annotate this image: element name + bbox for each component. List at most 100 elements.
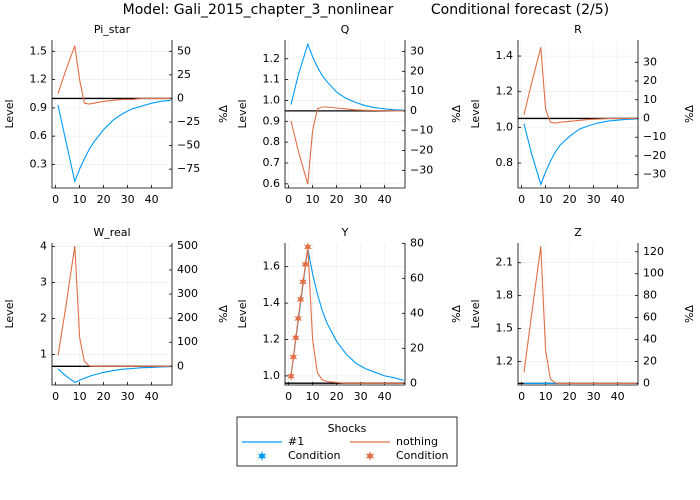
series-line — [523, 118, 637, 187]
y-tick-label: 1.2 — [496, 85, 514, 98]
panel-title: Pi_star — [94, 23, 131, 36]
y2-tick-label: −50 — [177, 139, 200, 152]
panel-title: Y — [341, 226, 349, 239]
y2-tick-label: 0 — [643, 111, 650, 124]
series-line — [290, 246, 404, 384]
panel-title: Z — [574, 226, 582, 239]
y2-tick-label: 60 — [643, 311, 657, 324]
series-line — [57, 45, 171, 105]
y-axis-label: Level — [3, 99, 16, 128]
y-tick-label: 1.2 — [263, 332, 281, 345]
y-tick-label: 1.4 — [263, 296, 281, 309]
y2-tick-label: 0 — [177, 91, 184, 104]
axis-frame — [284, 40, 406, 189]
y-axis-label: Level — [236, 99, 249, 128]
axis-frame — [517, 40, 639, 189]
y2-tick-label: 400 — [177, 263, 198, 276]
x-tick-label: 40 — [145, 193, 159, 206]
y2-tick-label: 80 — [643, 289, 657, 302]
x-tick-label: 20 — [330, 390, 344, 403]
y-tick-label: 2 — [40, 311, 47, 324]
y2-axis-label: %Δ — [450, 305, 463, 323]
x-tick-label: 30 — [354, 193, 368, 206]
y2-tick-label: 100 — [643, 267, 664, 280]
y-tick-label: 1.5 — [496, 322, 514, 335]
y-tick-label: 0.3 — [30, 157, 48, 170]
y2-axis-label: %Δ — [217, 105, 230, 123]
panel-title: W_real — [93, 226, 130, 239]
y-tick-label: 2.1 — [496, 256, 514, 269]
y2-tick-label: 25 — [177, 68, 191, 81]
y2-tick-label: 300 — [177, 287, 198, 300]
y-tick-label: 1.2 — [30, 73, 48, 86]
y2-tick-label: 40 — [643, 332, 657, 345]
x-tick-label: 0 — [285, 193, 292, 206]
condition-marker — [303, 242, 312, 252]
y2-tick-label: 10 — [410, 84, 424, 97]
y2-tick-label: 0 — [177, 359, 184, 372]
series-line — [523, 47, 637, 124]
x-tick-label: 0 — [52, 193, 59, 206]
panel-title: Q — [341, 23, 350, 36]
x-tick-label: 30 — [587, 390, 601, 403]
y2-tick-label: 30 — [410, 44, 424, 57]
y2-axis-label: %Δ — [217, 305, 230, 323]
x-tick-label: 10 — [73, 193, 87, 206]
y2-tick-label: 60 — [410, 271, 424, 284]
x-tick-label: 10 — [539, 193, 553, 206]
x-tick-label: 30 — [354, 390, 368, 403]
y2-tick-label: 100 — [177, 335, 198, 348]
x-tick-label: 40 — [378, 390, 392, 403]
y-tick-label: 1.0 — [263, 93, 281, 106]
condition-marker — [299, 277, 307, 287]
y-tick-label: 1.2 — [496, 354, 514, 367]
series-line — [290, 248, 404, 381]
legend-label: Condition — [396, 449, 449, 462]
y-tick-label: 1.2 — [263, 52, 281, 65]
y-axis-label: Level — [236, 299, 249, 328]
x-tick-label: 30 — [121, 390, 135, 403]
condition-marker — [291, 333, 300, 343]
y-tick-label: 1.5 — [30, 44, 48, 57]
condition-marker — [289, 352, 298, 362]
x-tick-label: 10 — [539, 390, 553, 403]
axis-frame — [51, 243, 173, 386]
x-tick-label: 30 — [121, 193, 135, 206]
x-tick-label: 10 — [306, 193, 320, 206]
y2-tick-label: −20 — [410, 144, 433, 157]
x-tick-label: 20 — [97, 193, 111, 206]
y-tick-label: 4 — [40, 240, 47, 253]
x-tick-label: 20 — [330, 193, 344, 206]
axis-frame — [517, 243, 639, 386]
x-tick-label: 40 — [611, 193, 625, 206]
x-tick-label: 0 — [285, 390, 292, 403]
legend-swatch — [365, 451, 375, 461]
y-axis-label: Level — [3, 299, 16, 328]
y-tick-label: 3 — [40, 276, 47, 289]
y-tick-label: 0.6 — [30, 129, 48, 142]
x-tick-label: 20 — [563, 390, 577, 403]
axis-frame — [51, 40, 173, 189]
y2-tick-label: 200 — [177, 311, 198, 324]
y-tick-label: 1.4 — [496, 49, 514, 62]
legend-swatch — [257, 451, 267, 461]
legend-title: Shocks — [328, 422, 367, 435]
x-tick-label: 10 — [73, 390, 87, 403]
x-tick-label: 0 — [518, 193, 525, 206]
y2-tick-label: 20 — [410, 341, 424, 354]
series-line — [57, 245, 171, 367]
y2-tick-label: 10 — [643, 93, 657, 106]
y-axis-label: Level — [469, 99, 482, 128]
y-tick-label: 1.0 — [263, 369, 281, 382]
y2-tick-label: 0 — [410, 376, 417, 389]
y-axis-label: Level — [469, 299, 482, 328]
axis-frame — [284, 243, 406, 386]
condition-marker — [296, 294, 305, 304]
y2-tick-label: −25 — [177, 115, 200, 128]
legend-label: Condition — [288, 449, 341, 462]
y2-tick-label: 20 — [643, 354, 657, 367]
y-tick-label: 1.6 — [263, 260, 281, 273]
x-tick-label: 40 — [611, 390, 625, 403]
y-tick-label: 0.6 — [263, 177, 281, 190]
y2-tick-label: −30 — [410, 163, 433, 176]
